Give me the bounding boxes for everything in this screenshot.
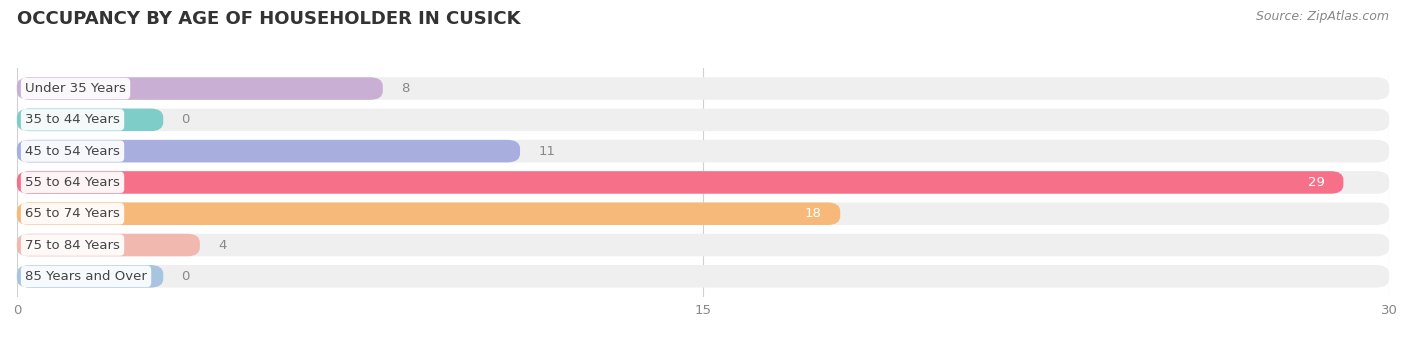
FancyBboxPatch shape (17, 140, 520, 162)
Text: 0: 0 (181, 113, 190, 126)
Text: Source: ZipAtlas.com: Source: ZipAtlas.com (1256, 10, 1389, 23)
FancyBboxPatch shape (17, 203, 841, 225)
Text: 29: 29 (1308, 176, 1324, 189)
Text: 0: 0 (181, 270, 190, 283)
Text: OCCUPANCY BY AGE OF HOUSEHOLDER IN CUSICK: OCCUPANCY BY AGE OF HOUSEHOLDER IN CUSIC… (17, 10, 520, 28)
Text: Under 35 Years: Under 35 Years (25, 82, 127, 95)
Text: 75 to 84 Years: 75 to 84 Years (25, 239, 120, 252)
Text: 85 Years and Over: 85 Years and Over (25, 270, 148, 283)
FancyBboxPatch shape (17, 171, 1343, 194)
FancyBboxPatch shape (17, 234, 200, 256)
FancyBboxPatch shape (17, 140, 1389, 162)
Text: 18: 18 (806, 207, 823, 220)
FancyBboxPatch shape (17, 265, 163, 287)
Text: 4: 4 (218, 239, 226, 252)
Text: 55 to 64 Years: 55 to 64 Years (25, 176, 120, 189)
Text: 45 to 54 Years: 45 to 54 Years (25, 145, 120, 158)
Text: 8: 8 (401, 82, 409, 95)
FancyBboxPatch shape (17, 108, 1389, 131)
FancyBboxPatch shape (17, 265, 1389, 287)
Text: 65 to 74 Years: 65 to 74 Years (25, 207, 120, 220)
FancyBboxPatch shape (17, 77, 382, 100)
FancyBboxPatch shape (17, 77, 1389, 100)
FancyBboxPatch shape (17, 108, 163, 131)
FancyBboxPatch shape (17, 234, 1389, 256)
FancyBboxPatch shape (17, 203, 1389, 225)
Text: 11: 11 (538, 145, 555, 158)
FancyBboxPatch shape (17, 171, 1389, 194)
Text: 35 to 44 Years: 35 to 44 Years (25, 113, 120, 126)
